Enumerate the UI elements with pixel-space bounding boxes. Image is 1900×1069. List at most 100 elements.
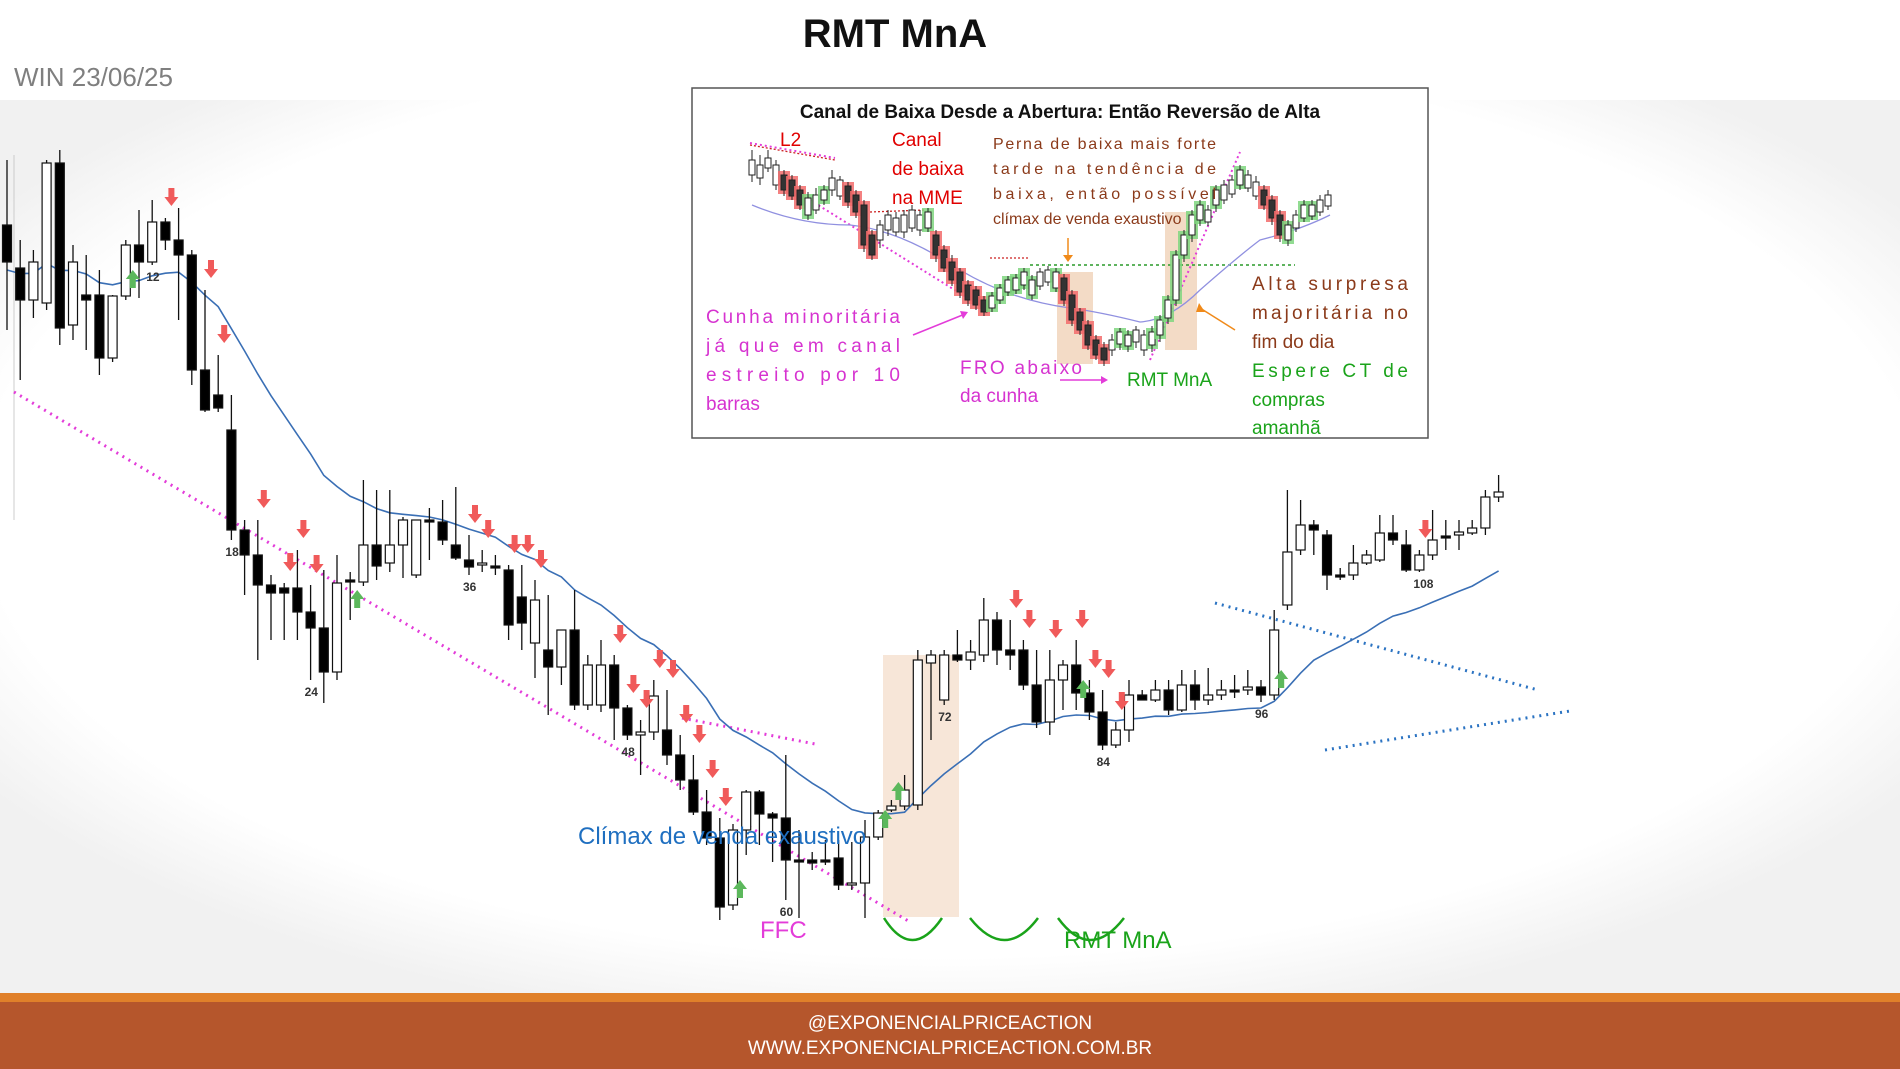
inset-candle-72 [1316, 195, 1324, 216]
inset-candle-body [1284, 224, 1292, 241]
candle-40 [516, 565, 527, 650]
down-arrow-icon [1101, 660, 1116, 678]
candle-87 [1137, 690, 1148, 701]
down-arrow-icon [534, 550, 548, 568]
candle-body [173, 239, 184, 256]
candle-75 [978, 598, 989, 662]
candle-43 [556, 629, 567, 685]
candle-18 [226, 395, 237, 540]
inset-candle-body [820, 189, 828, 201]
inset-cunha-line-1: Cunha minoritária [706, 307, 900, 328]
candle-82 [1071, 640, 1082, 710]
candle-78 [1018, 640, 1029, 690]
candle-body [859, 836, 871, 884]
candle-body [160, 221, 171, 241]
candle-104 [1361, 550, 1372, 565]
inset-candle-body [860, 204, 868, 246]
candle-54 [701, 790, 712, 845]
inset-rmt-label: RMT MnA [1127, 370, 1212, 391]
down-arrow-icon [468, 505, 482, 523]
candle-body [1084, 692, 1095, 713]
candle-57 [741, 790, 752, 855]
candle-body [1071, 664, 1082, 694]
inset-candle-body [1212, 189, 1220, 206]
candle-body [609, 664, 620, 709]
inset-candle-body [1204, 209, 1212, 223]
down-arrow-icon [718, 788, 733, 806]
candle-body [1123, 694, 1135, 731]
candle-body [741, 791, 752, 831]
candle-85 [1110, 722, 1121, 748]
down-arrow-icon [705, 760, 720, 778]
candle-13 [160, 218, 171, 250]
candle-93 [1216, 680, 1227, 700]
inset-candle-57 [1194, 200, 1206, 226]
inset-candle-16 [866, 230, 878, 260]
candle-body [28, 261, 39, 301]
inset-candle-body [1308, 204, 1316, 217]
candle-body [991, 619, 1003, 651]
candle-body [1269, 629, 1280, 696]
candle-body [1150, 689, 1161, 701]
inset-candle-48 [1122, 330, 1134, 352]
inset-candle-body [1316, 199, 1324, 213]
candle-60 [780, 755, 791, 900]
candle-body [503, 569, 514, 626]
ema-line [6, 262, 1499, 815]
candle-body [912, 659, 923, 806]
footer-website[interactable]: WWW.EXPONENCIALPRICEACTION.COM.BR [747, 1038, 1153, 1059]
down-arrow-icon [204, 260, 218, 278]
candle-body [424, 519, 435, 523]
bar-count-label: 84 [1097, 755, 1111, 769]
inset-candle-body [1060, 277, 1068, 301]
inset-candle-body [1100, 347, 1108, 361]
bar-count-label: 36 [463, 580, 477, 594]
footer-handle[interactable]: @EXPONENCIALPRICEACTION [807, 1013, 1093, 1034]
candle-34 [437, 500, 448, 545]
bar-count-label: 24 [305, 685, 319, 699]
inset-candle-body [924, 211, 932, 229]
candle-101 [1321, 530, 1333, 590]
candle-body [331, 582, 343, 673]
candle-body [1414, 554, 1425, 571]
inset-panel: Canal de Baixa Desde a Abertura: Então R… [691, 87, 1429, 439]
candle-14 [173, 208, 184, 320]
candle-67 [873, 810, 884, 840]
up-arrow-icon [1274, 670, 1289, 688]
inset-candle-body [1220, 184, 1228, 201]
candle-70 [912, 650, 923, 810]
inset-candle-body [892, 217, 900, 233]
candle-52 [675, 735, 686, 790]
inset-candle-body [900, 214, 908, 233]
candle-55 [714, 818, 725, 920]
candle-body [186, 254, 197, 371]
rmt-annotation: RMT MnA [1064, 927, 1172, 954]
inset-candle-62 [1234, 165, 1246, 190]
candle-body [1189, 684, 1201, 701]
inset-candle-body [804, 197, 812, 216]
candle-body [1361, 554, 1372, 564]
candle-body [1005, 649, 1016, 656]
candle-body [67, 261, 79, 326]
candle-body [239, 529, 250, 556]
candle-body [1401, 544, 1412, 571]
candle-body [925, 654, 937, 664]
up-arrow-icon [878, 810, 893, 828]
candle-37 [477, 550, 488, 572]
candle-body [648, 695, 659, 733]
candle-body [437, 521, 448, 541]
candle-86 [1123, 680, 1135, 742]
candle-4 [41, 160, 52, 310]
inset-candle-body [1036, 271, 1044, 287]
candle-body [384, 544, 395, 564]
inset-candle-body [1084, 324, 1092, 346]
inset-candle-body [876, 224, 884, 241]
candle-body [1137, 694, 1148, 701]
chart-title: RMT MnA [802, 12, 988, 56]
bottom-curve-2 [969, 917, 1039, 942]
candle-81 [1057, 660, 1069, 710]
inset-fro-line-2: da cunha [960, 386, 1039, 407]
inset-candle-8 [802, 192, 814, 220]
candle-36 [463, 535, 475, 575]
candle-body [965, 651, 976, 661]
